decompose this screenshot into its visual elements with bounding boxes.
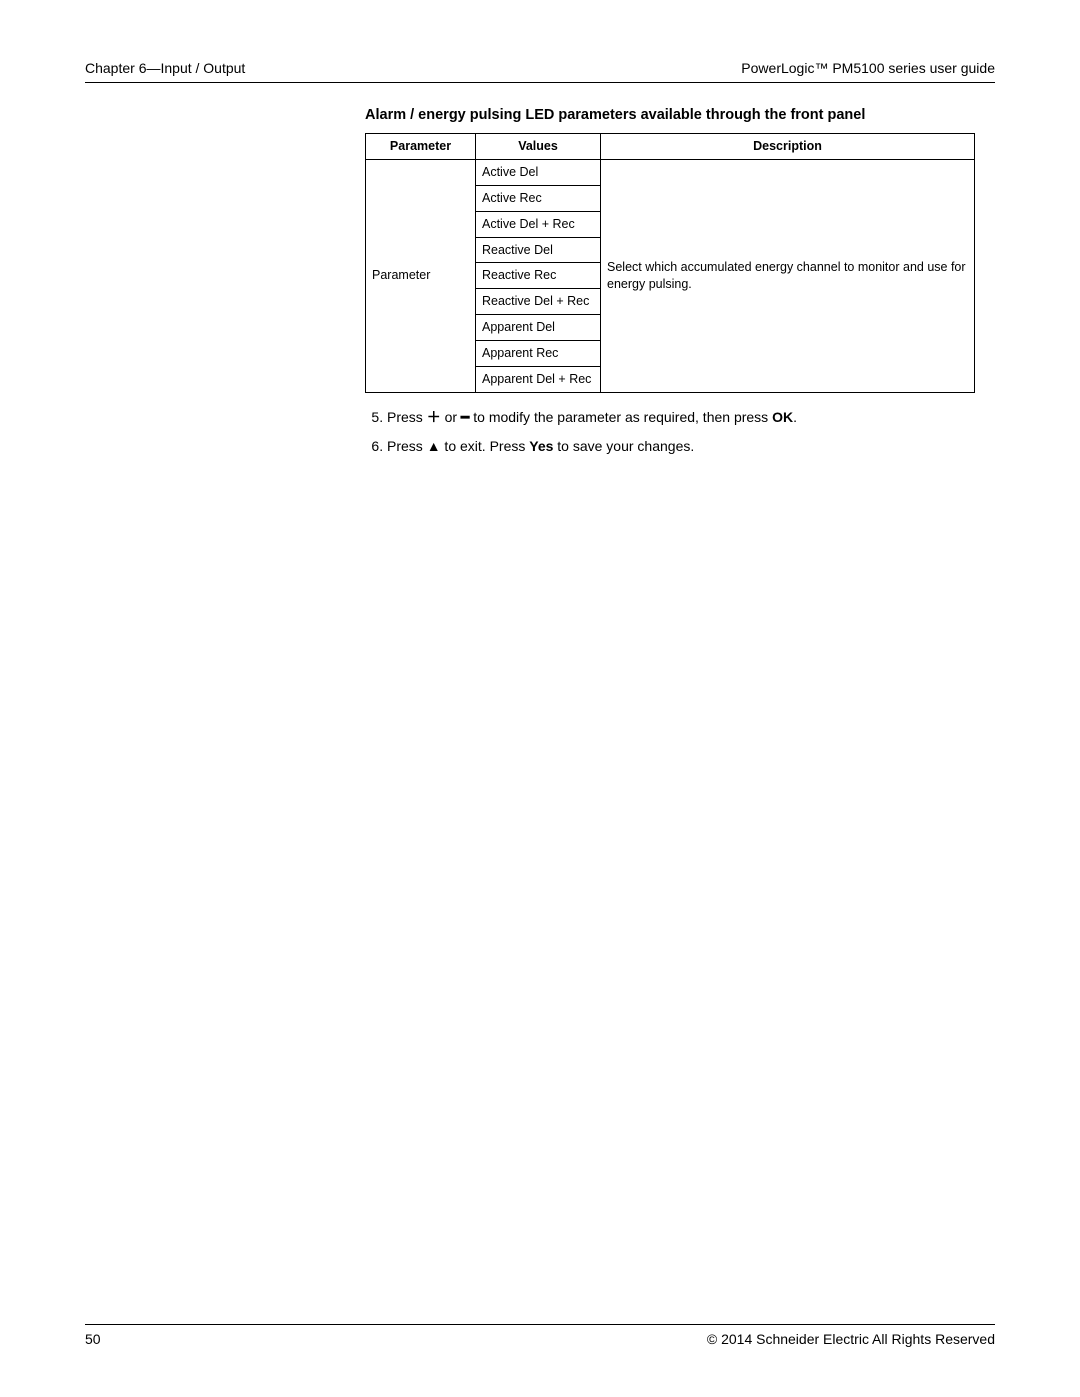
instruction-step-5: Press ＋ or ━ to modify the parameter as … <box>387 407 995 428</box>
cell-value: Active Del <box>476 159 601 185</box>
th-description: Description <box>601 134 975 160</box>
cell-value: Reactive Del <box>476 237 601 263</box>
table-title: Alarm / energy pulsing LED parameters av… <box>365 107 995 123</box>
cell-value: Active Del + Rec <box>476 211 601 237</box>
content-area: Alarm / energy pulsing LED parameters av… <box>85 83 995 1324</box>
step-text: or <box>441 409 461 425</box>
step-text: to exit. Press <box>441 438 530 454</box>
instruction-step-6: Press ▲ to exit. Press Yes to save your … <box>387 436 995 457</box>
th-parameter: Parameter <box>366 134 476 160</box>
cell-description: Select which accumulated energy channel … <box>601 159 975 392</box>
cell-value: Apparent Del + Rec <box>476 366 601 392</box>
th-values: Values <box>476 134 601 160</box>
step-bold-ok: OK <box>772 409 793 425</box>
step-text: Press <box>387 438 427 454</box>
parameters-table: Parameter Values Description Parameter A… <box>365 133 975 393</box>
cell-value: Reactive Del + Rec <box>476 289 601 315</box>
header-right: PowerLogic™ PM5100 series user guide <box>741 60 995 76</box>
cell-value: Active Rec <box>476 185 601 211</box>
table-header-row: Parameter Values Description <box>366 134 975 160</box>
page-number: 50 <box>85 1331 101 1347</box>
table-row: Parameter Active Del Select which accumu… <box>366 159 975 185</box>
up-triangle-icon: ▲ <box>427 436 441 457</box>
step-text: Press <box>387 409 427 425</box>
cell-value: Reactive Rec <box>476 263 601 289</box>
page-header: Chapter 6—Input / Output PowerLogic™ PM5… <box>85 60 995 83</box>
cell-parameter: Parameter <box>366 159 476 392</box>
cell-value: Apparent Rec <box>476 341 601 367</box>
cell-value: Apparent Del <box>476 315 601 341</box>
plus-icon: ＋ <box>427 409 441 425</box>
copyright-text: © 2014 Schneider Electric All Rights Res… <box>707 1331 995 1347</box>
step-text: to save your changes. <box>553 438 694 454</box>
page-footer: 50 © 2014 Schneider Electric All Rights … <box>85 1324 995 1347</box>
step-text: . <box>793 409 797 425</box>
header-left: Chapter 6—Input / Output <box>85 60 245 76</box>
instruction-list: Press ＋ or ━ to modify the parameter as … <box>365 407 995 457</box>
step-bold-yes: Yes <box>529 438 553 454</box>
step-text: to modify the parameter as required, the… <box>469 409 772 425</box>
